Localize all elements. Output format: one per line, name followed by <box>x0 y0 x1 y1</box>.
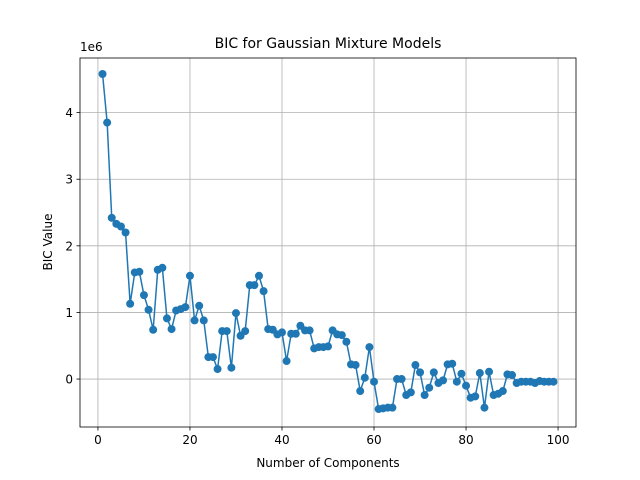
data-point <box>439 376 448 385</box>
data-point <box>116 222 125 231</box>
data-point <box>213 365 222 374</box>
data-point <box>167 325 176 334</box>
data-point <box>254 271 263 280</box>
data-point <box>324 342 332 351</box>
data-point <box>462 381 471 390</box>
plot-frame <box>79 57 577 428</box>
data-point <box>126 299 135 308</box>
y-tick-label: 1 <box>65 306 73 320</box>
data-point <box>397 375 406 384</box>
data-point <box>356 387 365 396</box>
data-point <box>416 368 425 377</box>
data-point <box>498 387 507 396</box>
data-point <box>291 329 300 338</box>
axis-ticks: 0 20 40 60 80 100 0 1 2 3 4 <box>65 106 569 447</box>
y-axis-label: BIC Value <box>41 214 55 271</box>
data-point <box>222 327 231 336</box>
y-tick-label: 3 <box>65 173 73 187</box>
y-tick-label: 0 <box>65 373 73 387</box>
series-layer <box>98 69 558 414</box>
series-line <box>101 73 554 410</box>
data-point <box>190 316 199 325</box>
data-point <box>342 337 351 346</box>
data-point <box>406 388 415 397</box>
data-point <box>103 118 112 127</box>
data-point <box>425 383 434 392</box>
data-point <box>227 363 236 372</box>
data-point <box>121 228 130 237</box>
data-point <box>388 403 397 412</box>
chart-title: BIC for Gaussian Mixture Models <box>215 36 442 52</box>
data-point <box>277 328 286 337</box>
data-point <box>370 377 379 386</box>
data-point <box>337 331 346 340</box>
data-point <box>480 403 489 412</box>
data-point <box>135 267 144 276</box>
data-point <box>199 316 208 325</box>
y-tick-label: 2 <box>65 239 73 253</box>
data-point <box>351 361 360 370</box>
x-tick-label: 80 <box>458 433 473 447</box>
data-point <box>365 343 374 352</box>
data-point <box>195 301 204 310</box>
data-point <box>448 359 457 368</box>
data-point <box>549 377 558 386</box>
x-tick-label: 60 <box>366 433 381 447</box>
x-tick-label: 20 <box>182 433 197 447</box>
data-point <box>158 263 167 272</box>
data-point <box>360 373 369 382</box>
data-point <box>457 369 466 378</box>
x-axis-label: Number of Components <box>256 456 399 470</box>
data-point <box>452 377 461 386</box>
data-point <box>149 325 158 334</box>
data-point <box>305 326 314 335</box>
x-tick-label: 0 <box>94 433 102 447</box>
x-tick-label: 100 <box>547 433 570 447</box>
data-point <box>250 281 259 290</box>
data-point <box>508 371 517 380</box>
data-point <box>144 305 153 314</box>
data-point <box>139 291 148 300</box>
data-point <box>208 353 217 362</box>
data-point <box>471 392 480 401</box>
data-point <box>429 368 438 377</box>
data-point <box>185 271 194 280</box>
data-point <box>162 314 171 323</box>
y-tick-label: 4 <box>65 106 73 120</box>
data-point <box>475 369 484 378</box>
data-point <box>98 69 107 78</box>
data-point <box>411 361 420 370</box>
data-point <box>107 213 116 222</box>
grid-lines <box>80 58 576 427</box>
data-point <box>181 303 190 312</box>
y-offset-label: 1e6 <box>80 40 103 54</box>
data-point <box>420 391 429 400</box>
data-point <box>485 367 494 376</box>
data-point <box>231 309 240 318</box>
data-point <box>282 357 291 366</box>
x-tick-label: 40 <box>274 433 289 447</box>
data-point <box>259 287 268 296</box>
data-point <box>241 327 250 336</box>
